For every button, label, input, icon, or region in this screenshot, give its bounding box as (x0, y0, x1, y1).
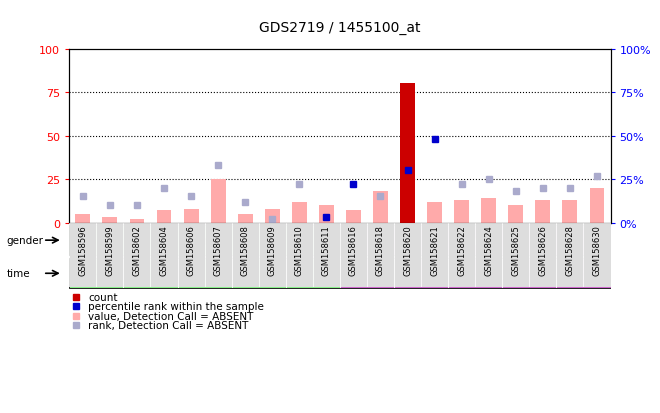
Bar (340, 225, 610, 255)
Text: GSM158606: GSM158606 (187, 225, 195, 276)
Text: gender: gender (7, 235, 44, 246)
Text: GSM158626: GSM158626 (539, 225, 547, 276)
Text: GSM158609: GSM158609 (268, 225, 277, 275)
Bar (394, 223, 421, 287)
Bar (373, 192, 388, 223)
Bar (346, 211, 361, 223)
Text: 14.5 dpc: 14.5 dpc (185, 269, 224, 278)
Bar (454, 200, 469, 223)
Text: value, Detection Call = ABSENT: value, Detection Call = ABSENT (88, 311, 253, 321)
Text: GSM158616: GSM158616 (349, 225, 358, 276)
Bar (286, 223, 313, 287)
Text: 18.5 dpc: 18.5 dpc (564, 269, 603, 278)
Bar (232, 223, 259, 287)
Bar (102, 218, 117, 223)
Text: GSM158628: GSM158628 (566, 225, 574, 276)
Bar (448, 259, 502, 288)
Bar (448, 223, 475, 287)
Text: rank, Detection Call = ABSENT: rank, Detection Call = ABSENT (88, 320, 249, 330)
Text: GSM158611: GSM158611 (322, 225, 331, 275)
Text: GDS2719 / 1455100_at: GDS2719 / 1455100_at (259, 21, 420, 35)
Text: 16.5 dpc: 16.5 dpc (239, 269, 279, 278)
Bar (69, 223, 96, 287)
Bar (502, 259, 556, 288)
Bar (502, 223, 529, 287)
Bar (292, 202, 307, 223)
Bar (75, 214, 90, 223)
Text: male: male (189, 234, 220, 247)
Text: 14.5 dpc: 14.5 dpc (455, 269, 495, 278)
Text: 12.5 dpc: 12.5 dpc (401, 269, 441, 278)
Text: GSM158618: GSM158618 (376, 225, 385, 276)
Bar (286, 259, 340, 288)
Bar (178, 259, 232, 288)
Bar (529, 223, 556, 287)
Bar (394, 259, 448, 288)
Bar (556, 223, 583, 287)
Bar (508, 206, 523, 223)
Bar (400, 84, 415, 223)
Text: GSM158610: GSM158610 (295, 225, 304, 275)
Text: GSM158604: GSM158604 (160, 225, 168, 275)
Text: 18.5 dpc: 18.5 dpc (293, 269, 333, 278)
Bar (265, 209, 280, 223)
Text: GSM158602: GSM158602 (133, 225, 141, 275)
Bar (211, 180, 226, 223)
Bar (313, 223, 340, 287)
Bar (205, 223, 232, 287)
Bar (562, 200, 578, 223)
Text: 11.5 dpc: 11.5 dpc (347, 269, 387, 278)
Bar (535, 200, 550, 223)
Bar (96, 223, 123, 287)
Text: GSM158607: GSM158607 (214, 225, 222, 276)
Bar (556, 259, 610, 288)
Text: GSM158599: GSM158599 (106, 225, 114, 275)
Bar (123, 223, 150, 287)
Bar (589, 188, 605, 223)
Text: GSM158621: GSM158621 (430, 225, 439, 275)
Bar (183, 209, 199, 223)
Bar (340, 259, 394, 288)
Bar (340, 223, 367, 287)
Text: GSM158630: GSM158630 (593, 225, 601, 276)
Text: GSM158622: GSM158622 (457, 225, 466, 275)
Bar (481, 199, 496, 223)
Bar (69, 259, 123, 288)
Text: GSM158596: GSM158596 (79, 225, 87, 275)
Bar (129, 220, 145, 223)
Text: GSM158625: GSM158625 (512, 225, 520, 275)
Text: GSM158624: GSM158624 (484, 225, 493, 275)
Bar (150, 223, 178, 287)
Bar (69, 225, 340, 255)
Bar (319, 206, 334, 223)
Bar (475, 223, 502, 287)
Bar (583, 223, 611, 287)
Bar (232, 259, 286, 288)
Bar (156, 211, 172, 223)
Text: GSM158608: GSM158608 (241, 225, 249, 276)
Text: 11.5 dpc: 11.5 dpc (77, 269, 116, 278)
Text: percentile rank within the sample: percentile rank within the sample (88, 301, 264, 311)
Bar (238, 214, 253, 223)
Text: 12.5 dpc: 12.5 dpc (131, 269, 170, 278)
Text: 16.5 dpc: 16.5 dpc (510, 269, 549, 278)
Text: GSM158620: GSM158620 (403, 225, 412, 275)
Bar (178, 223, 205, 287)
Text: female: female (453, 234, 497, 247)
Bar (123, 259, 178, 288)
Text: count: count (88, 292, 117, 302)
Bar (259, 223, 286, 287)
Bar (367, 223, 394, 287)
Bar (427, 202, 442, 223)
Bar (421, 223, 448, 287)
Text: time: time (7, 268, 30, 279)
